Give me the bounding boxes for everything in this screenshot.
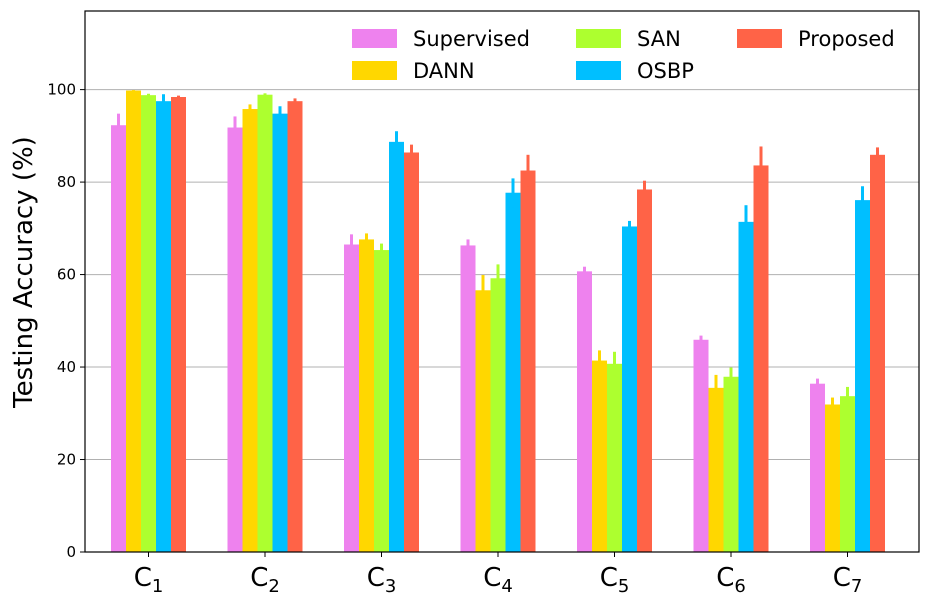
bar-supervised-4	[460, 245, 476, 552]
x-tick-label: C7	[833, 563, 863, 595]
y-axis: 0 20 40 60 80 100	[47, 81, 85, 561]
bar-osbp-1	[156, 101, 171, 553]
bar-supervised-6	[693, 339, 709, 552]
bar-dann-1	[126, 90, 141, 553]
x-tick-label: C4	[483, 563, 513, 595]
bar-proposed-7	[870, 154, 885, 553]
bar-dann-2	[242, 109, 258, 553]
bar-osbp-3	[389, 141, 404, 552]
y-tick-label: 40	[57, 358, 76, 376]
x-tick-label-base: C	[134, 563, 152, 593]
bar-san-1	[141, 95, 156, 553]
x-tick-label: C3	[367, 563, 397, 595]
legend-label-dann: DANN	[413, 59, 475, 83]
legend-label-san: SAN	[637, 27, 681, 51]
bar-osbp-6	[738, 221, 754, 552]
y-tick-label: 60	[57, 266, 76, 284]
x-tick-label-subscript: 1	[152, 576, 163, 595]
bar-osbp-7	[855, 200, 870, 552]
bar-supervised-3	[344, 244, 359, 552]
x-tick-label-subscript: 4	[501, 576, 512, 595]
bar-dann-4	[475, 290, 491, 552]
legend-swatch-supervised	[352, 29, 397, 48]
x-tick-label-base: C	[250, 563, 268, 593]
x-tick-label: C6	[716, 563, 746, 595]
bar-proposed-4	[520, 170, 536, 552]
legend-label-osbp: OSBP	[637, 59, 694, 83]
bar-san-2	[257, 94, 273, 552]
x-tick-label-subscript: 5	[618, 576, 629, 595]
x-tick-label-base: C	[483, 563, 501, 593]
bar-dann-5	[592, 360, 607, 552]
legend: Supervised DANN SAN OSBP Proposed	[352, 27, 895, 83]
bar-san-5	[607, 363, 622, 552]
bar-osbp-4	[505, 192, 521, 552]
legend-swatch-proposed	[737, 29, 782, 48]
legend-swatch-dann	[352, 61, 397, 80]
bar-osbp-5	[622, 226, 637, 552]
x-tick-label: C1	[134, 563, 164, 595]
bar-supervised-7	[810, 383, 825, 552]
bar-dann-3	[359, 239, 374, 552]
x-tick-label-subscript: 6	[734, 576, 745, 595]
plot-frame	[84, 10, 920, 553]
legend-swatch-osbp	[576, 61, 621, 80]
x-tick-label-base: C	[716, 563, 734, 593]
x-tick-label: C5	[600, 563, 630, 595]
error-bar-group	[117, 90, 879, 412]
grid-lines	[85, 89, 919, 461]
x-tick-label-base: C	[600, 563, 618, 593]
bar-san-7	[840, 396, 855, 552]
x-tick-label-base: C	[833, 563, 851, 593]
y-tick-label: 0	[66, 543, 76, 561]
legend-label-proposed: Proposed	[798, 27, 895, 51]
y-axis-label: Testing Accuracy (%)	[9, 136, 39, 409]
bar-supervised-1	[111, 125, 126, 552]
bar-supervised-5	[577, 271, 592, 552]
bar-san-4	[490, 278, 506, 552]
y-tick-label: 80	[57, 173, 76, 191]
bar-proposed-2	[287, 101, 303, 553]
bar-dann-6	[708, 387, 724, 552]
y-tick-label: 20	[57, 451, 76, 469]
y-tick-label: 100	[47, 81, 76, 99]
x-axis: C1 C2 C3 C4 C5 C6 C7	[134, 552, 863, 595]
bar-proposed-3	[404, 152, 419, 552]
legend-swatch-san	[576, 29, 621, 48]
bar-proposed-6	[753, 165, 769, 552]
x-tick-label-base: C	[367, 563, 385, 593]
x-tick-label-subscript: 7	[851, 576, 862, 595]
bar-proposed-5	[637, 189, 652, 552]
bar-san-3	[374, 250, 389, 553]
bar-proposed-1	[171, 97, 186, 552]
bar-san-6	[723, 376, 739, 552]
legend-label-supervised: Supervised	[413, 27, 530, 51]
x-tick-label-subscript: 2	[268, 576, 279, 595]
bar-series-group	[111, 90, 885, 553]
bar-supervised-2	[227, 127, 243, 553]
bar-osbp-2	[272, 113, 288, 553]
x-tick-label-subscript: 3	[385, 576, 396, 595]
x-tick-label: C2	[250, 563, 280, 595]
bar-dann-7	[825, 404, 840, 552]
